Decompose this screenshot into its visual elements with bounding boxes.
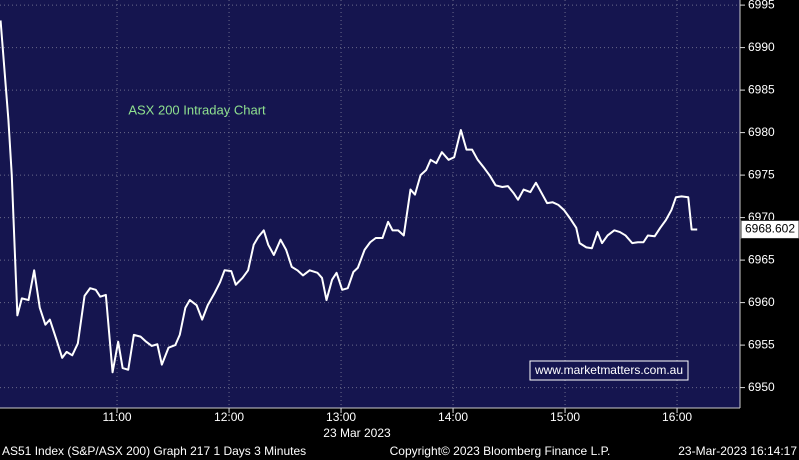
y-tick-label: 6990: [748, 40, 775, 54]
x-tick-label: 12:00: [214, 410, 244, 424]
footer-center: Copyright© 2023 Bloomberg Finance L.P.: [390, 444, 611, 458]
watermark: www.marketmatters.com.au: [534, 363, 683, 377]
last-value-label: 6968.602: [745, 222, 795, 236]
footer-right: 23-Mar-2023 16:14:17: [678, 444, 797, 458]
y-tick-label: 6965: [748, 252, 775, 266]
watermark-box: [529, 360, 689, 381]
y-tick-label: 6980: [748, 125, 775, 139]
y-tick-label: 6975: [748, 167, 775, 181]
x-tick-label: 16:00: [662, 410, 692, 424]
annotation: ASX 200 Intraday Chart: [128, 102, 266, 117]
last-value-box: [740, 219, 799, 239]
footer-left: AS51 Index (S&P/ASX 200) Graph 217 1 Day…: [2, 444, 306, 458]
y-tick-label: 6950: [748, 380, 775, 394]
x-tick-label: 11:00: [102, 410, 131, 424]
x-tick-label: 13:00: [326, 410, 356, 424]
y-tick-label: 6960: [748, 295, 775, 309]
x-tick-label: 14:00: [438, 410, 468, 424]
x-axis-label: 23 Mar 2023: [323, 426, 391, 440]
plot-area: [0, 0, 740, 408]
x-tick-label: 15:00: [550, 410, 580, 424]
y-tick-label: 6995: [748, 0, 775, 11]
price-line: [0, 20, 698, 374]
grid: [0, 0, 740, 408]
y-tick-label: 6985: [748, 82, 775, 96]
y-tick-label: 6955: [748, 337, 775, 351]
